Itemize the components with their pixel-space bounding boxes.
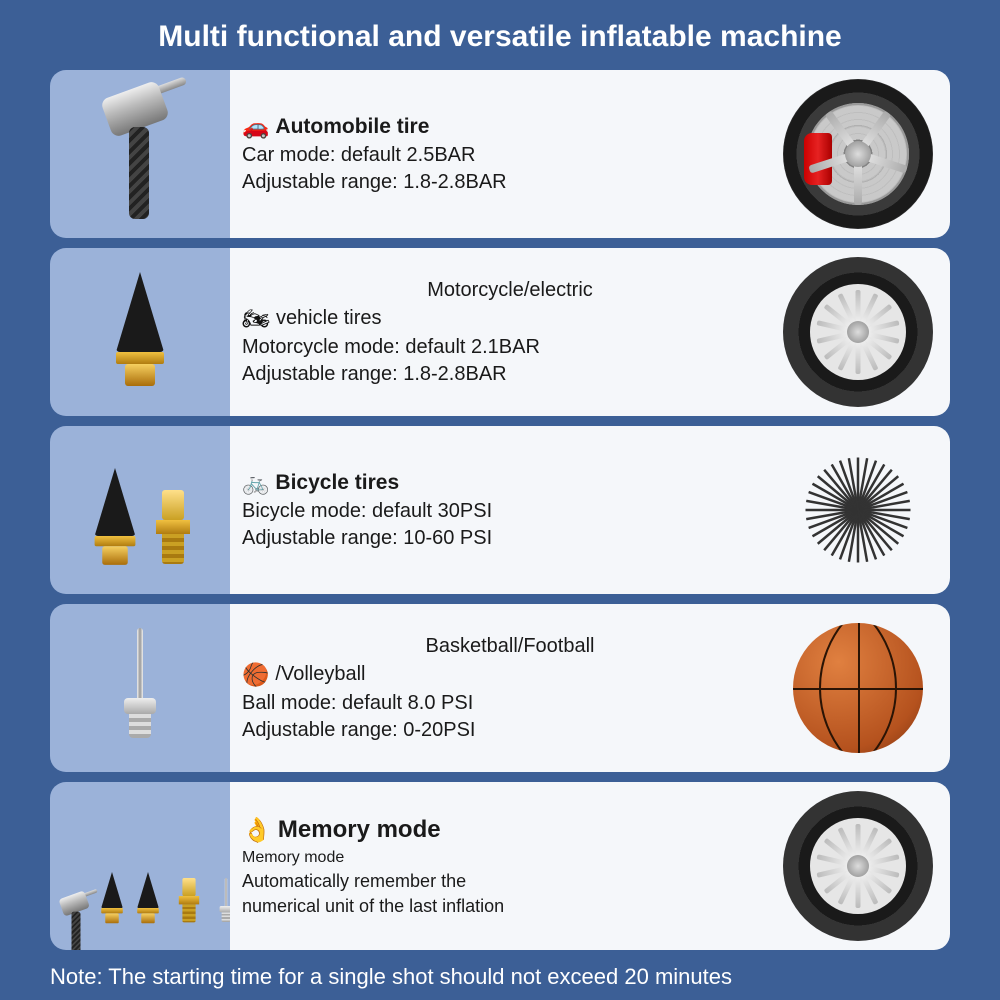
motorcycle-wheel-image: [778, 252, 938, 412]
nozzle-cone: [50, 248, 230, 416]
nozzle-all-set: [50, 782, 230, 950]
page-title: Multi functional and versatile inflatabl…: [50, 20, 950, 54]
memory-sub: Memory mode: [242, 849, 778, 867]
mode-range: Adjustable range: 0-20PSI: [242, 719, 778, 742]
heading-post: /Volleyball: [275, 663, 365, 686]
card-memory: 👌 Memory mode Memory mode Automatically …: [50, 782, 950, 950]
card-heading-line2: 🏀 /Volleyball: [242, 662, 778, 688]
memory-desc-1: Automatically remember the: [242, 871, 778, 892]
mode-default: Bicycle mode: default 30PSI: [242, 500, 778, 523]
memory-desc-2: numerical unit of the last inflation: [242, 896, 778, 917]
motorcycle-icon: 🏍: [242, 306, 270, 332]
footer-note: Note: The starting time for a single sho…: [50, 964, 950, 990]
card-bicycle: 🚲 Bicycle tires Bicycle mode: default 30…: [50, 426, 950, 594]
heading-text: Bicycle tires: [275, 471, 399, 495]
bicycle-icon: 🚲: [242, 470, 269, 496]
heading-pre: Motorcycle/electric: [427, 279, 593, 302]
mode-range: Adjustable range: 10-60 PSI: [242, 527, 778, 550]
nozzle-air-chuck: [50, 70, 230, 238]
card-automobile: 🚗 Automobile tire Car mode: default 2.5B…: [50, 70, 950, 238]
heading-post: vehicle tires: [276, 307, 382, 330]
card-heading: 👌 Memory mode: [242, 816, 778, 845]
bicycle-wheel-image: [778, 430, 938, 590]
card-heading: Basketball/Football: [242, 635, 778, 658]
card-ball: Basketball/Football 🏀 /Volleyball Ball m…: [50, 604, 950, 772]
card-heading: 🚲 Bicycle tires: [242, 470, 778, 496]
card-heading-line2: 🏍 vehicle tires: [242, 306, 778, 332]
card-heading: 🚗 Automobile tire: [242, 114, 778, 140]
nozzle-bike-set: [50, 426, 230, 594]
mode-default: Car mode: default 2.5BAR: [242, 144, 778, 167]
basketball-image: [778, 608, 938, 768]
heading-text: Memory mode: [278, 816, 441, 844]
car-icon: 🚗: [242, 114, 269, 140]
mode-default: Ball mode: default 8.0 PSI: [242, 692, 778, 715]
memory-wheel-image: [778, 786, 938, 946]
car-wheel-image: [778, 74, 938, 234]
card-motorcycle: Motorcycle/electric 🏍 vehicle tires Moto…: [50, 248, 950, 416]
nozzle-needle: [50, 604, 230, 772]
mode-range: Adjustable range: 1.8-2.8BAR: [242, 171, 778, 194]
mode-range: Adjustable range: 1.8-2.8BAR: [242, 363, 778, 386]
mode-default: Motorcycle mode: default 2.1BAR: [242, 336, 778, 359]
heading-text: Automobile tire: [275, 115, 429, 139]
ball-icon: 🏀: [242, 662, 269, 688]
card-list: 🚗 Automobile tire Car mode: default 2.5B…: [50, 70, 950, 954]
card-heading: Motorcycle/electric: [242, 279, 778, 302]
memory-icon: 👌: [242, 816, 272, 845]
heading-pre: Basketball/Football: [426, 635, 595, 658]
